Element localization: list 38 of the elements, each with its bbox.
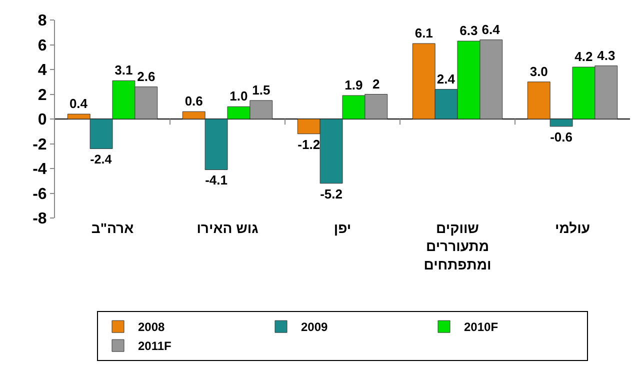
y-tick-label: 0 <box>38 112 47 129</box>
data-label: 1.9 <box>344 77 363 92</box>
x-tick-label: שווקים מתעוררים ומתפתחים <box>424 220 492 272</box>
data-label: 1.0 <box>230 88 248 104</box>
x-tick-label: גוש האירו <box>196 220 259 236</box>
y-tick-label: 2 <box>38 86 47 104</box>
data-label: 0.6 <box>184 94 203 109</box>
y-tick-label: 6 <box>38 37 47 54</box>
x-tick-label: יפן <box>334 220 352 236</box>
data-label: -4.1 <box>205 172 228 188</box>
data-label: 6.4 <box>482 22 501 37</box>
legend-label: 2010F <box>464 320 498 334</box>
y-tick-label: -6 <box>32 186 47 203</box>
y-tick-label: 8 <box>38 12 47 30</box>
data-label: 4.2 <box>574 49 593 64</box>
data-label: 1.5 <box>252 82 270 98</box>
data-label: 3.0 <box>530 64 548 79</box>
y-tick-label: -8 <box>32 210 47 228</box>
data-label: 2.6 <box>137 68 156 84</box>
data-label: 3.1 <box>114 62 133 78</box>
data-label: -1.2 <box>298 136 320 152</box>
legend-label: 2009 <box>301 320 328 334</box>
data-label: 0.4 <box>69 96 88 112</box>
data-label: -5.2 <box>320 186 342 202</box>
data-label: -0.6 <box>550 129 572 144</box>
data-label: 6.3 <box>460 23 478 38</box>
data-label: 4.3 <box>597 48 616 63</box>
x-tick-label: עולמי <box>555 220 590 236</box>
data-label: 2 <box>372 76 380 92</box>
legend-label: 2008 <box>138 320 166 334</box>
x-tick-label: ארה"ב <box>91 220 134 236</box>
y-tick-label: 4 <box>38 62 47 80</box>
data-label: 2.4 <box>436 71 456 86</box>
data-label: -2.4 <box>90 152 112 166</box>
y-tick-label: -4 <box>32 161 47 178</box>
legend-label: 2011F <box>138 339 172 354</box>
data-label: 6.1 <box>414 26 433 41</box>
y-tick-label: -2 <box>32 136 47 154</box>
